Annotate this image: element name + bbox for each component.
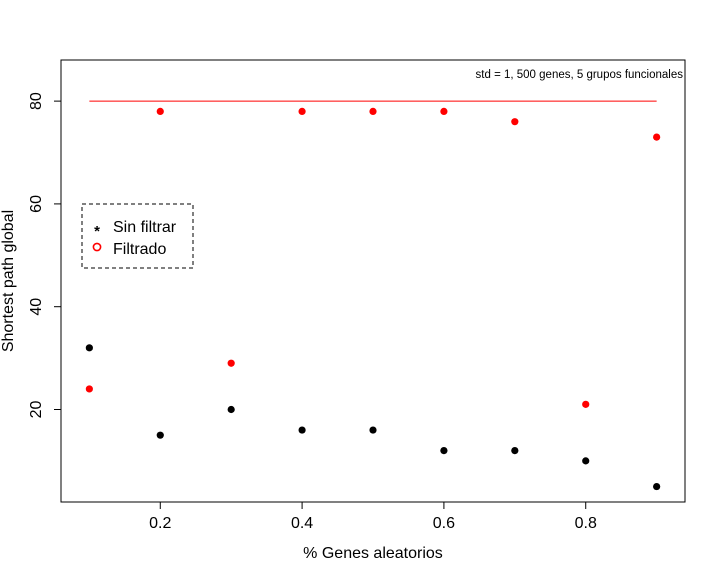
x-tick-label: 0.6 [433, 515, 455, 532]
point-filtrado [653, 133, 661, 141]
point-filtrado [440, 107, 448, 115]
legend-label-filtrado: Filtrado [113, 241, 166, 258]
y-tick-label: 40 [28, 298, 45, 316]
plot-frame [60, 59, 686, 503]
y-tick-label: 20 [28, 400, 45, 418]
plot-area [85, 100, 661, 491]
x-tick-label: 0.8 [575, 515, 597, 532]
x-axis-label: % Genes aleatorios [303, 545, 443, 562]
point-sin-filtrar [298, 426, 306, 434]
point-filtrado [85, 385, 93, 393]
x-tick-label: 0.4 [291, 515, 313, 532]
point-sin-filtrar [440, 447, 448, 455]
legend-label-sin-filtrar: Sin filtrar [113, 219, 177, 236]
point-sin-filtrar [369, 426, 377, 434]
x-tick-label: 0.2 [149, 515, 171, 532]
legend-marker-filtrado [92, 242, 102, 252]
point-sin-filtrar [227, 405, 235, 414]
y-axis-label: Shortest path global [0, 210, 17, 352]
point-sin-filtrar [156, 431, 164, 439]
point-filtrado [369, 107, 377, 115]
chart-annotation: std = 1, 500 genes, 5 grupos funcionales [476, 69, 684, 81]
point-filtrado [156, 107, 164, 115]
y-tick-label: 60 [28, 195, 45, 213]
point-filtrado [511, 118, 519, 126]
point-filtrado [582, 400, 590, 408]
legend-marker-sin-filtrar: * [94, 223, 100, 240]
point-sin-filtrar [582, 457, 590, 465]
point-filtrado [298, 107, 306, 115]
point-sin-filtrar [85, 344, 93, 352]
legend: * Sin filtrar Filtrado [81, 203, 194, 269]
axes: 0.2 0.4 0.6 0.8 20 40 60 80 [28, 59, 686, 532]
point-sin-filtrar [653, 482, 661, 491]
y-tick-label: 80 [28, 92, 45, 110]
legend-box [81, 203, 194, 269]
point-filtrado [227, 359, 235, 367]
point-sin-filtrar [511, 447, 519, 455]
